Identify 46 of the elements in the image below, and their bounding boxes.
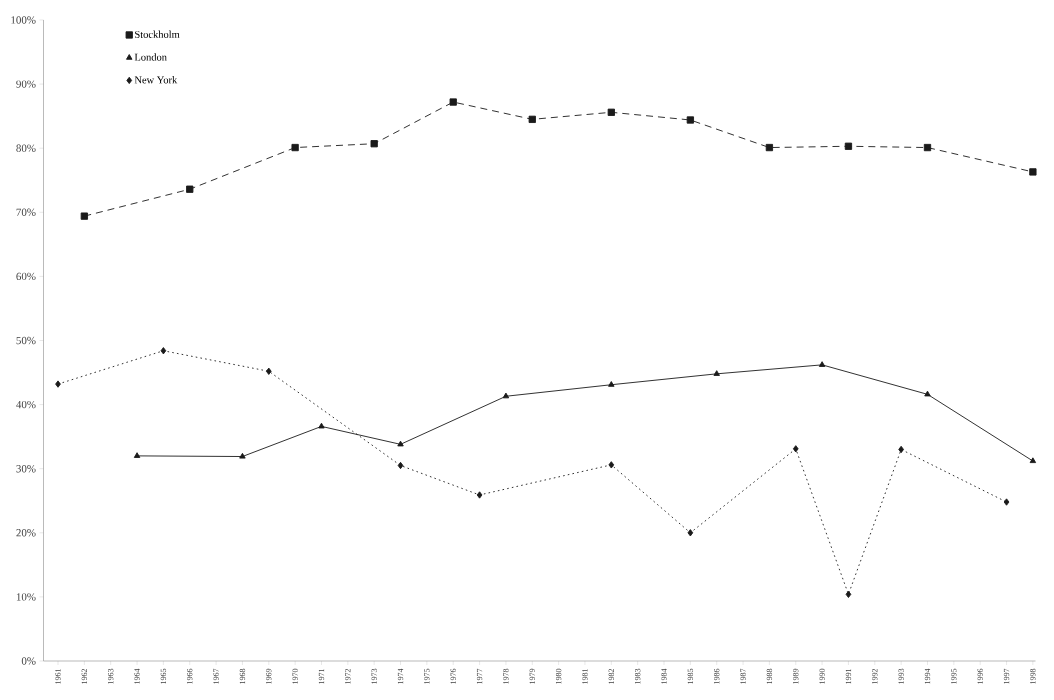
point xyxy=(818,361,826,367)
point xyxy=(792,445,799,453)
y-tick-label: 30% xyxy=(16,464,36,473)
point xyxy=(713,370,720,376)
point xyxy=(133,452,141,458)
y-tick-label: 70% xyxy=(16,208,36,217)
point xyxy=(265,367,272,375)
point xyxy=(397,440,404,447)
legend-label: Stockholm xyxy=(135,30,180,38)
y-tick-label: 40% xyxy=(16,400,36,409)
point xyxy=(239,452,246,459)
point xyxy=(686,116,694,124)
y-tick-label: 50% xyxy=(16,336,36,345)
y-tick-label: 0% xyxy=(21,657,36,665)
y-tick-label: 80% xyxy=(16,144,36,152)
point xyxy=(528,115,536,123)
point xyxy=(608,461,615,469)
y-tick-label: 60% xyxy=(16,272,36,281)
point xyxy=(397,461,404,470)
point xyxy=(1029,168,1037,176)
point xyxy=(1003,498,1010,506)
point xyxy=(476,491,483,499)
point xyxy=(1029,457,1037,464)
point xyxy=(923,143,932,152)
point xyxy=(291,143,299,152)
y-tick-label: 20% xyxy=(16,529,36,537)
legend-label: New York xyxy=(134,76,178,84)
y-tick-label: 100% xyxy=(11,16,36,24)
point xyxy=(502,392,510,399)
point xyxy=(845,590,852,598)
point xyxy=(318,422,325,429)
point xyxy=(765,143,774,152)
point xyxy=(55,380,61,388)
point xyxy=(160,347,167,355)
point xyxy=(186,185,194,193)
point xyxy=(370,140,378,148)
point xyxy=(844,142,853,150)
y-tick-label: 10% xyxy=(16,593,36,601)
point xyxy=(924,390,931,397)
y-tick-label: 90% xyxy=(16,80,36,88)
point xyxy=(449,98,457,106)
point xyxy=(687,529,694,537)
legend-label: London xyxy=(134,53,167,61)
point xyxy=(608,381,615,387)
point xyxy=(80,212,88,220)
point xyxy=(607,108,615,116)
